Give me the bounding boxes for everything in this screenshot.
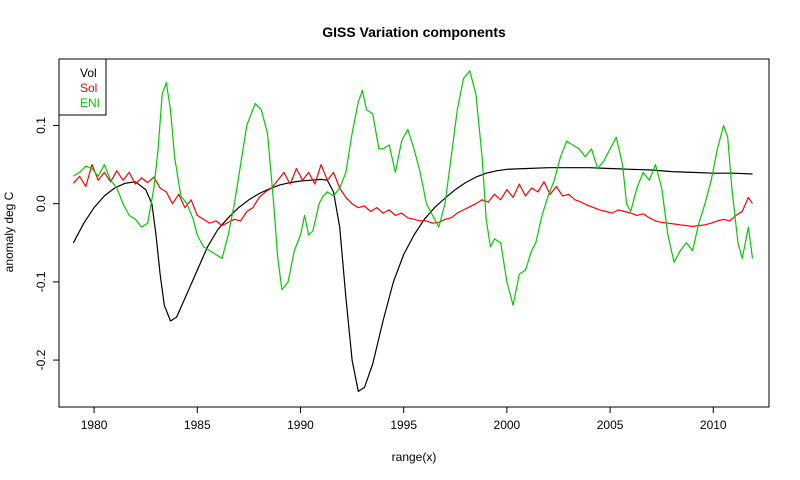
series-line-eni xyxy=(73,70,754,306)
y-axis: -0.2 -0.1 0.0 0.1 xyxy=(34,117,60,370)
y-tick-label: 0.0 xyxy=(34,195,48,212)
x-tick-label: 2000 xyxy=(494,418,521,432)
x-tick-label: 1990 xyxy=(287,418,314,432)
chart-title: GISS Variation components xyxy=(322,24,506,40)
x-tick-label: 1995 xyxy=(390,418,417,432)
legend: Vol Sol ENI xyxy=(58,58,107,116)
y-tick-label: -0.1 xyxy=(34,271,48,292)
legend-entry-sol: Sol xyxy=(80,81,97,95)
series-line-vol xyxy=(72,167,753,392)
series-layer xyxy=(72,70,754,392)
legend-entry-vol: Vol xyxy=(80,66,97,80)
x-axis-label: range(x) xyxy=(392,450,437,464)
x-axis: 1980 1985 1990 1995 2000 2005 2010 xyxy=(81,406,727,432)
x-tick-label: 2005 xyxy=(597,418,624,432)
legend-box xyxy=(58,58,107,116)
y-axis-label: anomaly deg C xyxy=(2,191,16,272)
legend-entry-eni: ENI xyxy=(80,96,100,110)
x-tick-label: 1980 xyxy=(81,418,108,432)
y-tick-label: -0.2 xyxy=(34,349,48,370)
x-tick-label: 1985 xyxy=(184,418,211,432)
y-tick-label: 0.1 xyxy=(34,117,48,134)
x-tick-label: 2010 xyxy=(700,418,727,432)
